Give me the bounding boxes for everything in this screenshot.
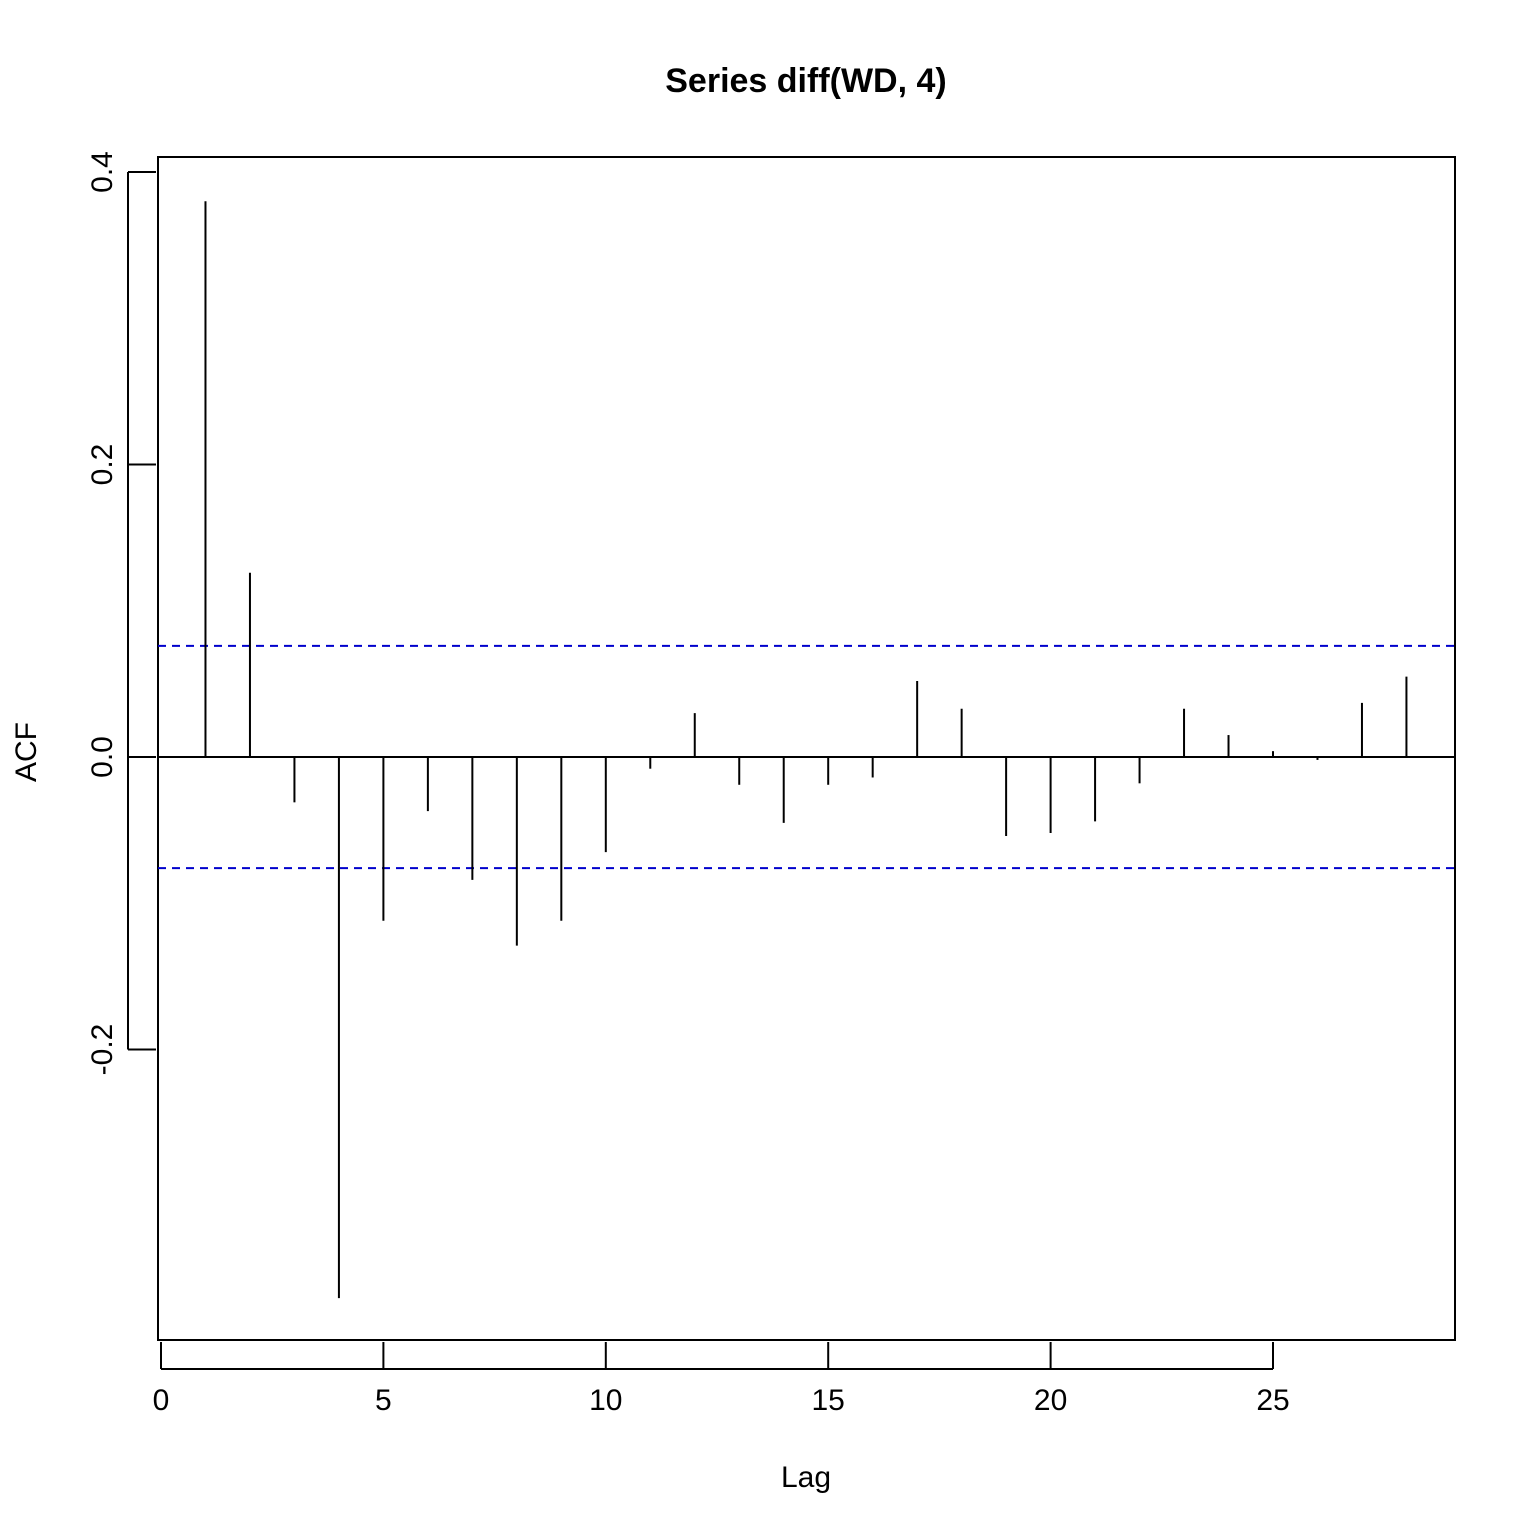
y-axis: -0.2 0.0 0.2 0.4 — [86, 151, 156, 1075]
y-axis-label: ACF — [10, 722, 43, 782]
x-tick-label: 20 — [1034, 1384, 1067, 1417]
acf-bars — [204, 201, 1408, 1299]
x-tick-label: 5 — [375, 1384, 392, 1417]
y-tick-label: 0.4 — [86, 151, 119, 193]
plot-frame — [157, 156, 1456, 1341]
y-tick-label: 0.0 — [86, 736, 119, 778]
x-tick-label: 15 — [812, 1384, 845, 1417]
confidence-band — [158, 644, 1455, 870]
x-tick-label: 0 — [153, 1384, 170, 1417]
x-tick-label: 25 — [1256, 1384, 1289, 1417]
x-tick-label: 10 — [589, 1384, 622, 1417]
y-tick-label: -0.2 — [86, 1024, 119, 1076]
chart-title: Series diff(WD, 4) — [665, 62, 946, 100]
x-axis: 0 5 10 15 20 25 — [153, 1342, 1290, 1417]
y-tick-label: 0.2 — [86, 444, 119, 486]
x-axis-label: Lag — [781, 1461, 831, 1494]
